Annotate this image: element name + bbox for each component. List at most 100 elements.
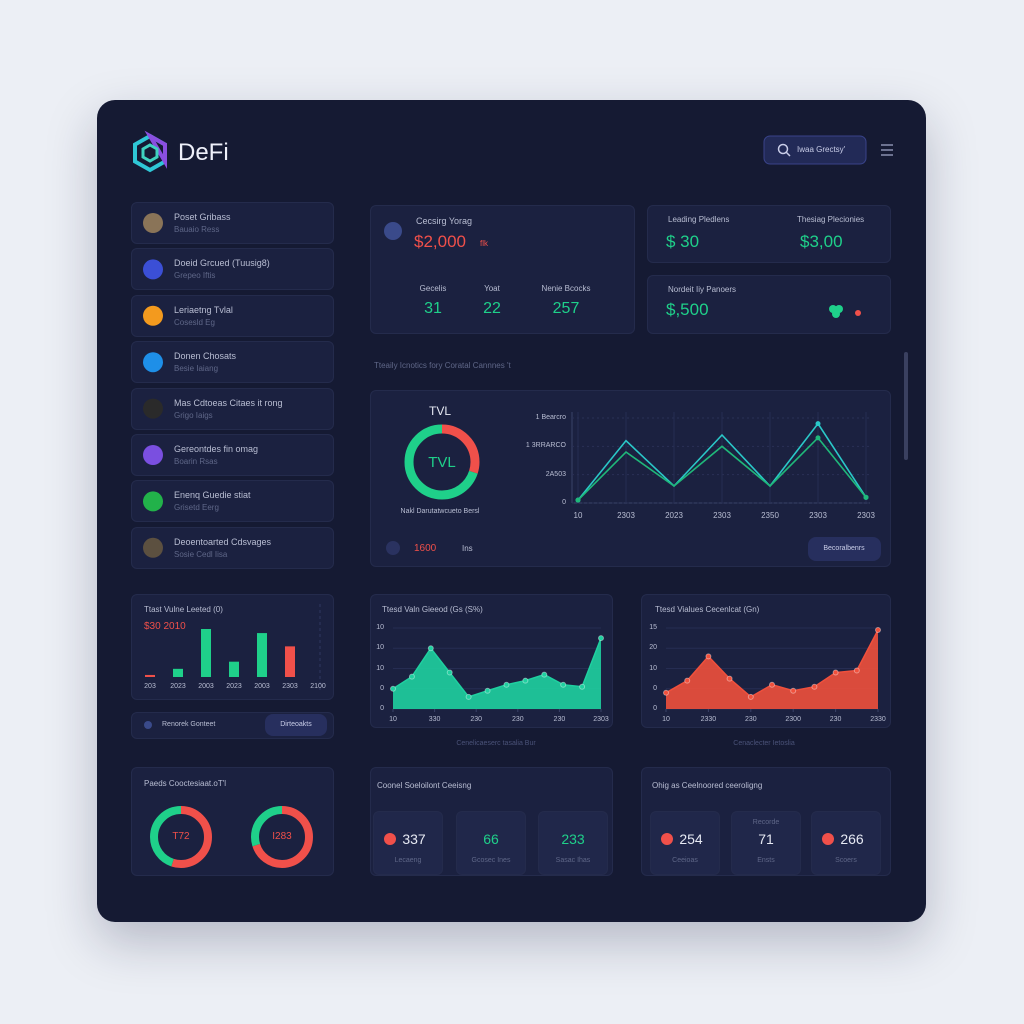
area-point xyxy=(875,627,881,634)
x-tick-label: 230 xyxy=(511,716,524,723)
area-point xyxy=(427,645,434,652)
area-point xyxy=(484,687,491,694)
leading-card xyxy=(647,205,891,263)
chart-title: Ttesd Vialues Cecenlcat (Gn) xyxy=(655,605,760,614)
donut-title: TVL xyxy=(428,404,452,418)
x-tick-label: 2023 xyxy=(226,683,242,690)
button-text[interactable]: Becoralbenrs xyxy=(823,545,865,552)
area-point xyxy=(684,677,691,684)
tvl-panel xyxy=(370,390,891,567)
sidebar-item[interactable] xyxy=(131,202,334,244)
footer-button[interactable] xyxy=(808,537,881,561)
footer-button[interactable] xyxy=(265,714,327,736)
menu-icon[interactable] xyxy=(881,144,893,156)
stat-value: 254 xyxy=(679,831,703,847)
line-point xyxy=(575,497,581,503)
monitor-label: Nordeit Iiy Panoers xyxy=(668,285,737,294)
stat-box xyxy=(538,811,608,875)
chart-caption: Cenelicaeserc tasalia Bur xyxy=(456,740,536,747)
asset-title: Deoentoarted Cdsvages xyxy=(174,536,272,547)
x-tick-label: 330 xyxy=(428,716,441,723)
donut-caption: Nakl Darutatwcueto Bersl xyxy=(400,508,480,515)
scrollbar[interactable] xyxy=(904,352,908,460)
asset-icon xyxy=(143,305,163,326)
sidebar-item[interactable] xyxy=(131,341,334,384)
bar xyxy=(229,661,239,677)
area-point xyxy=(663,689,669,696)
asset-title: Leriaetng Tvlal xyxy=(174,304,233,315)
line-point xyxy=(815,421,821,427)
bar xyxy=(201,629,211,677)
x-tick-label: 10 xyxy=(389,716,397,723)
stat-label: Nenie Bcocks xyxy=(541,284,591,293)
asset-title: Mas Cdtoeas Citaes it rong xyxy=(174,397,283,408)
area-point xyxy=(465,693,472,700)
area-point xyxy=(446,669,453,676)
stat-value: 337 xyxy=(402,831,426,847)
summary-value: $2,000 xyxy=(414,232,466,251)
search-text[interactable]: Iwaa Grectsy' xyxy=(797,145,846,154)
button-text[interactable]: Dirteoakts xyxy=(280,721,312,728)
sidebar-item[interactable] xyxy=(131,526,334,569)
area-point xyxy=(769,681,775,688)
sidebar-item[interactable] xyxy=(131,434,334,476)
x-tick-label: 2003 xyxy=(254,683,270,690)
y-tick-label: 2A503 xyxy=(545,470,566,478)
x-tick-label: 2303 xyxy=(857,511,875,520)
donut-center-label: I283 xyxy=(272,831,292,842)
sidebar-item[interactable] xyxy=(131,294,334,337)
sidebar-item[interactable] xyxy=(131,480,334,523)
stat-box xyxy=(456,811,526,875)
stat-label: Yoat xyxy=(484,284,500,293)
chart-caption: Cenaclecter Ietoslia xyxy=(733,740,795,747)
area-point xyxy=(408,673,415,680)
summary-title: Cecsirg Yorag xyxy=(416,216,473,226)
line-point xyxy=(815,435,821,441)
asset-subtitle: Boarin Rsas xyxy=(174,457,218,466)
stat-value: 266 xyxy=(840,831,864,847)
area-point xyxy=(790,687,797,694)
panel-title: Paeds Cooctesiaat.oT'l xyxy=(144,779,227,788)
sidebar-item[interactable] xyxy=(131,387,334,430)
donut-segment xyxy=(251,806,313,868)
bar xyxy=(145,674,155,677)
stat-label: Gcosec Ines xyxy=(471,857,511,864)
stat-label: Ceeioas xyxy=(672,857,698,864)
stat-value: 257 xyxy=(552,300,580,317)
area-line xyxy=(392,637,602,698)
panel-title: Ohig as Ceelnoored ceeroligng xyxy=(652,781,763,790)
asset-title: Doeid Grcued (Tuusig8) xyxy=(174,258,270,269)
stat-value: 66 xyxy=(483,831,499,847)
search-icon xyxy=(785,151,791,157)
x-tick-label: 10 xyxy=(573,511,583,520)
x-tick-label: 2330 xyxy=(870,716,886,723)
asset-subtitle: Besie Iaiang xyxy=(174,364,219,374)
search-button[interactable] xyxy=(763,135,867,165)
asset-subtitle: Bauaio Ress xyxy=(174,225,220,234)
bar-panel xyxy=(131,594,334,700)
footer-value: 1600 xyxy=(414,543,437,554)
stat-value: 31 xyxy=(424,300,442,317)
area-point xyxy=(853,667,860,674)
stat-label: Scoers xyxy=(835,857,857,864)
sidebar-item[interactable] xyxy=(131,248,334,291)
x-tick-label: 2023 xyxy=(665,511,683,520)
asset-subtitle: Grisetd Eerg xyxy=(174,503,219,513)
line-point xyxy=(863,494,869,500)
summary-card xyxy=(370,205,635,334)
asset-icon xyxy=(143,352,163,373)
asset-subtitle: Grepeo Iftis xyxy=(174,271,216,281)
asset-subtitle: Sosie Cedl Iisa xyxy=(174,549,228,559)
monitor-card xyxy=(647,275,891,334)
bar xyxy=(257,633,267,677)
x-tick-label: 230 xyxy=(829,716,842,723)
area-point xyxy=(726,675,733,682)
x-tick-label: 2303 xyxy=(593,716,609,723)
y-tick-label: 1 3RRARCO xyxy=(525,442,566,450)
y-tick-label: 10 xyxy=(376,664,384,672)
footer-label: Renorek Gonteet xyxy=(162,721,216,728)
asset-subtitle: Grigo Iaigs xyxy=(174,410,213,420)
x-tick-label: 2023 xyxy=(170,683,186,690)
stat-value: 22 xyxy=(483,300,501,317)
